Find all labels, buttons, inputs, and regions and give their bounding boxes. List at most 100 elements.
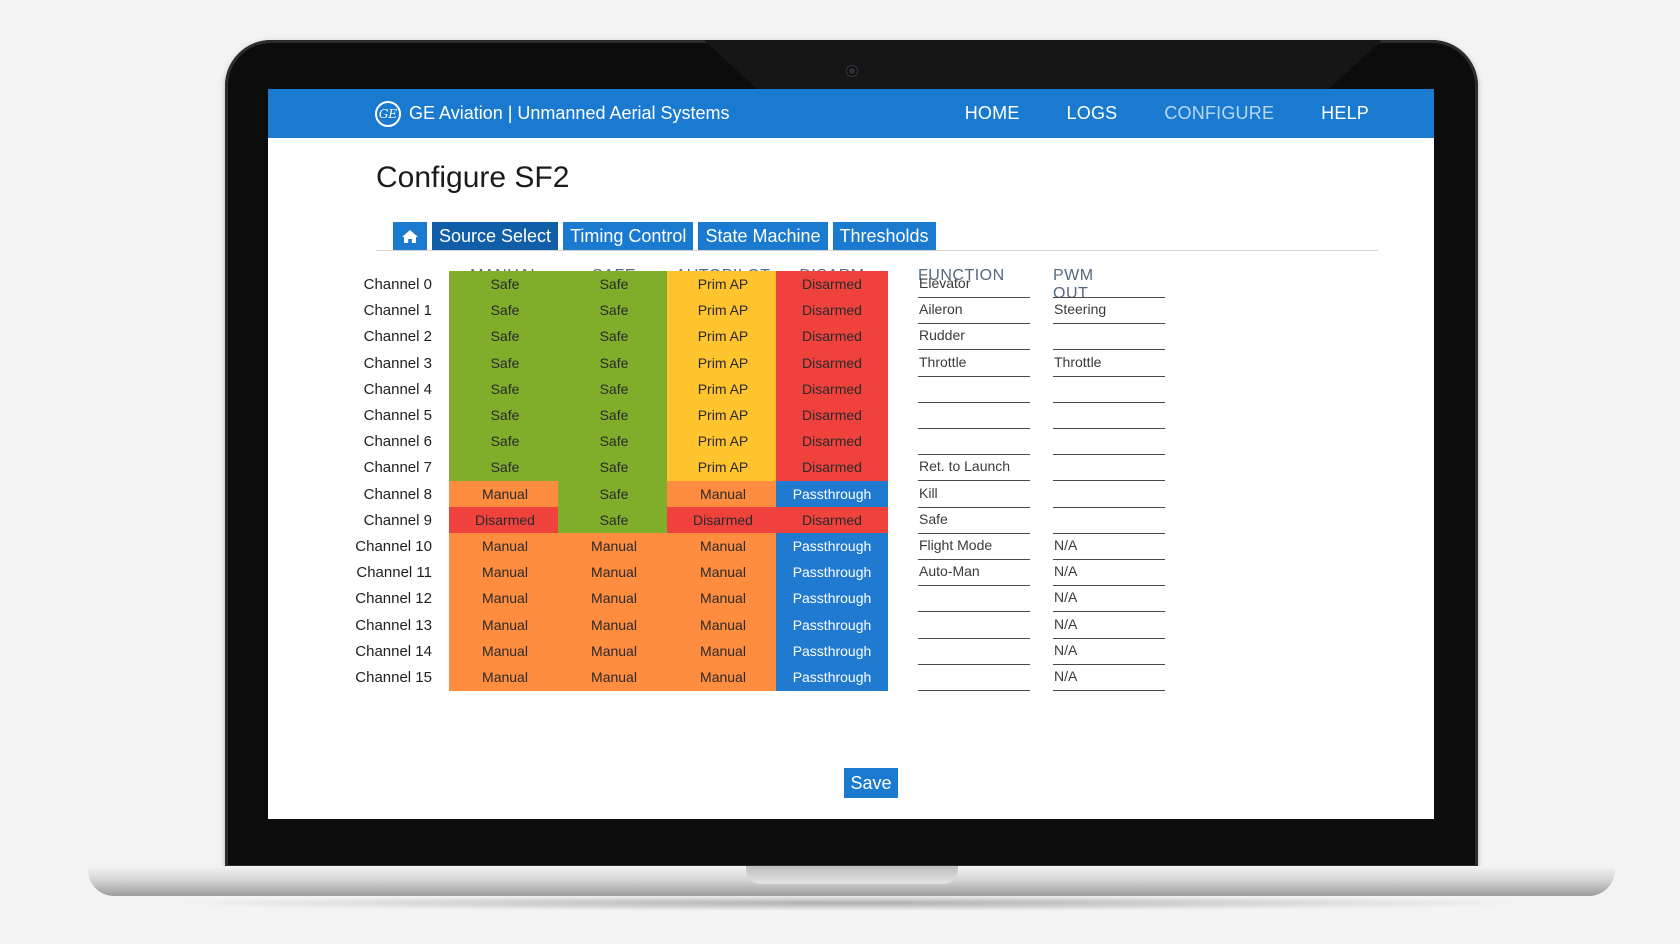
pwm-out-field[interactable]: Throttle: [1053, 351, 1165, 377]
tab-source-select[interactable]: Source Select: [432, 222, 559, 250]
pwm-out-field[interactable]: N/A: [1053, 534, 1165, 560]
function-field[interactable]: [918, 586, 1030, 613]
source-cell-disarm[interactable]: Disarmed: [776, 506, 888, 534]
function-field[interactable]: Rudder: [918, 324, 1030, 351]
source-cell-autopilot[interactable]: Manual: [667, 637, 779, 665]
source-cell-autopilot[interactable]: Manual: [667, 559, 779, 586]
source-cell-disarm[interactable]: Disarmed: [776, 375, 888, 403]
source-cell-manual[interactable]: Manual: [449, 611, 561, 639]
source-cell-autopilot[interactable]: Prim AP: [667, 375, 779, 403]
source-cell-manual[interactable]: Safe: [449, 428, 561, 455]
source-cell-disarm[interactable]: Passthrough: [776, 585, 888, 613]
source-cell-autopilot[interactable]: Prim AP: [667, 271, 779, 298]
source-cell-autopilot[interactable]: Prim AP: [667, 454, 779, 482]
pwm-out-field[interactable]: N/A: [1053, 560, 1165, 587]
pwm-out-field[interactable]: [1053, 482, 1165, 508]
tab-home[interactable]: [393, 222, 427, 250]
source-cell-manual[interactable]: Manual: [449, 480, 561, 508]
source-cell-disarm[interactable]: Passthrough: [776, 611, 888, 639]
source-cell-manual[interactable]: Manual: [449, 664, 561, 691]
function-field[interactable]: Flight Mode: [918, 534, 1030, 560]
source-cell-disarm[interactable]: Passthrough: [776, 664, 888, 691]
source-cell-manual[interactable]: Safe: [449, 297, 561, 324]
source-cell-safe[interactable]: Manual: [558, 585, 670, 613]
source-cell-manual[interactable]: Manual: [449, 559, 561, 586]
source-cell-safe[interactable]: Safe: [558, 428, 670, 455]
source-cell-safe[interactable]: Manual: [558, 611, 670, 639]
source-cell-manual[interactable]: Safe: [449, 375, 561, 403]
function-field[interactable]: [918, 639, 1030, 665]
nav-logs[interactable]: LOGS: [1066, 103, 1118, 123]
source-cell-manual[interactable]: Safe: [449, 323, 561, 351]
source-cell-autopilot[interactable]: Manual: [667, 664, 779, 691]
pwm-out-field[interactable]: N/A: [1053, 665, 1165, 691]
source-cell-autopilot[interactable]: Disarmed: [667, 506, 779, 534]
function-field[interactable]: [918, 429, 1030, 456]
tab-thresholds[interactable]: Thresholds: [832, 222, 936, 250]
source-cell-autopilot[interactable]: Prim AP: [667, 323, 779, 351]
source-cell-safe[interactable]: Safe: [558, 402, 670, 429]
function-field[interactable]: [918, 377, 1030, 403]
source-cell-safe[interactable]: Safe: [558, 349, 670, 377]
pwm-out-field[interactable]: Steering: [1053, 298, 1165, 325]
brand[interactable]: GE GE Aviation | Unmanned Aerial Systems: [375, 100, 730, 127]
function-field[interactable]: Auto-Man: [918, 560, 1030, 587]
source-cell-autopilot[interactable]: Prim AP: [667, 402, 779, 429]
source-cell-safe[interactable]: Safe: [558, 375, 670, 403]
source-cell-safe[interactable]: Manual: [558, 637, 670, 665]
source-cell-safe[interactable]: Safe: [558, 297, 670, 324]
source-cell-disarm[interactable]: Disarmed: [776, 402, 888, 429]
source-cell-safe[interactable]: Safe: [558, 454, 670, 482]
save-button[interactable]: Save: [844, 768, 898, 798]
source-cell-manual[interactable]: Disarmed: [449, 506, 561, 534]
function-field[interactable]: Elevator: [918, 272, 1030, 298]
source-cell-manual[interactable]: Manual: [449, 585, 561, 613]
source-cell-disarm[interactable]: Disarmed: [776, 428, 888, 455]
function-field[interactable]: Ret. to Launch: [918, 455, 1030, 482]
pwm-out-field[interactable]: N/A: [1053, 613, 1165, 639]
source-cell-autopilot[interactable]: Prim AP: [667, 428, 779, 455]
pwm-out-field[interactable]: N/A: [1053, 586, 1165, 613]
function-field[interactable]: [918, 613, 1030, 639]
source-cell-autopilot[interactable]: Manual: [667, 480, 779, 508]
tab-timing-control[interactable]: Timing Control: [563, 222, 694, 250]
pwm-out-field[interactable]: [1053, 429, 1165, 456]
source-cell-manual[interactable]: Manual: [449, 533, 561, 560]
function-field[interactable]: Kill: [918, 482, 1030, 508]
source-cell-autopilot[interactable]: Prim AP: [667, 349, 779, 377]
source-cell-manual[interactable]: Manual: [449, 637, 561, 665]
source-cell-manual[interactable]: Safe: [449, 454, 561, 482]
pwm-out-field[interactable]: N/A: [1053, 639, 1165, 665]
function-field[interactable]: Throttle: [918, 351, 1030, 377]
source-cell-safe[interactable]: Safe: [558, 323, 670, 351]
tab-state-machine[interactable]: State Machine: [698, 222, 828, 250]
pwm-out-field[interactable]: [1053, 272, 1165, 298]
source-cell-manual[interactable]: Safe: [449, 271, 561, 298]
source-cell-autopilot[interactable]: Manual: [667, 611, 779, 639]
pwm-out-field[interactable]: [1053, 455, 1165, 482]
source-cell-safe[interactable]: Manual: [558, 664, 670, 691]
source-cell-manual[interactable]: Safe: [449, 349, 561, 377]
source-cell-disarm[interactable]: Disarmed: [776, 271, 888, 298]
source-cell-disarm[interactable]: Passthrough: [776, 637, 888, 665]
function-field[interactable]: [918, 665, 1030, 691]
source-cell-disarm[interactable]: Passthrough: [776, 533, 888, 560]
function-field[interactable]: [918, 403, 1030, 429]
source-cell-disarm[interactable]: Disarmed: [776, 349, 888, 377]
nav-home[interactable]: HOME: [964, 103, 1020, 123]
source-cell-autopilot[interactable]: Prim AP: [667, 297, 779, 324]
source-cell-safe[interactable]: Safe: [558, 506, 670, 534]
source-cell-disarm[interactable]: Disarmed: [776, 323, 888, 351]
pwm-out-field[interactable]: [1053, 508, 1165, 534]
source-cell-safe[interactable]: Safe: [558, 480, 670, 508]
source-cell-disarm[interactable]: Disarmed: [776, 454, 888, 482]
source-cell-autopilot[interactable]: Manual: [667, 533, 779, 560]
pwm-out-field[interactable]: [1053, 377, 1165, 403]
source-cell-manual[interactable]: Safe: [449, 402, 561, 429]
nav-configure[interactable]: CONFIGURE: [1164, 103, 1275, 123]
source-cell-disarm[interactable]: Disarmed: [776, 297, 888, 324]
nav-help[interactable]: HELP: [1321, 103, 1369, 123]
pwm-out-field[interactable]: [1053, 324, 1165, 351]
pwm-out-field[interactable]: [1053, 403, 1165, 429]
source-cell-safe[interactable]: Safe: [558, 271, 670, 298]
